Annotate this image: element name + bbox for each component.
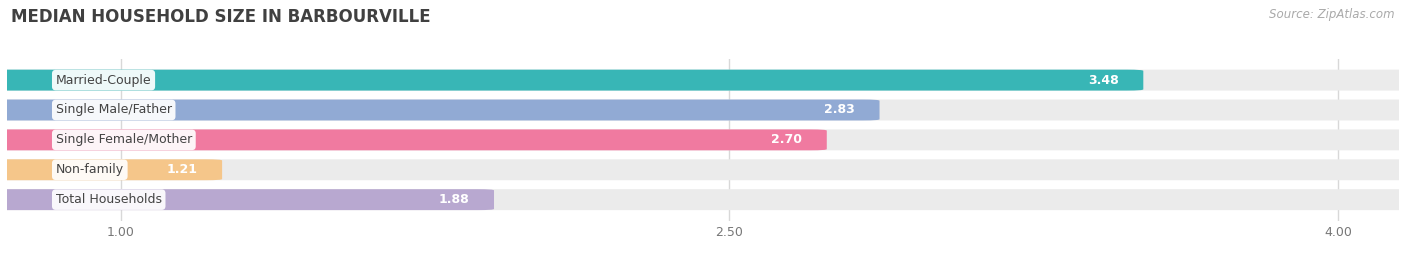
Text: Single Male/Father: Single Male/Father (56, 104, 172, 116)
Text: Total Households: Total Households (56, 193, 162, 206)
Text: 1.88: 1.88 (439, 193, 470, 206)
FancyBboxPatch shape (0, 129, 1406, 150)
FancyBboxPatch shape (0, 100, 880, 121)
FancyBboxPatch shape (0, 189, 494, 210)
FancyBboxPatch shape (0, 70, 1406, 91)
FancyBboxPatch shape (0, 100, 1406, 121)
Text: 2.83: 2.83 (824, 104, 855, 116)
Text: Source: ZipAtlas.com: Source: ZipAtlas.com (1270, 8, 1395, 21)
Text: 1.21: 1.21 (167, 163, 198, 176)
FancyBboxPatch shape (0, 159, 222, 180)
Text: 3.48: 3.48 (1088, 74, 1119, 87)
FancyBboxPatch shape (0, 159, 1406, 180)
Text: Non-family: Non-family (56, 163, 124, 176)
Text: 2.70: 2.70 (772, 133, 803, 146)
FancyBboxPatch shape (0, 70, 1143, 91)
Text: Single Female/Mother: Single Female/Mother (56, 133, 193, 146)
Text: Married-Couple: Married-Couple (56, 74, 152, 87)
FancyBboxPatch shape (0, 129, 827, 150)
FancyBboxPatch shape (0, 189, 1406, 210)
Text: MEDIAN HOUSEHOLD SIZE IN BARBOURVILLE: MEDIAN HOUSEHOLD SIZE IN BARBOURVILLE (11, 8, 430, 26)
